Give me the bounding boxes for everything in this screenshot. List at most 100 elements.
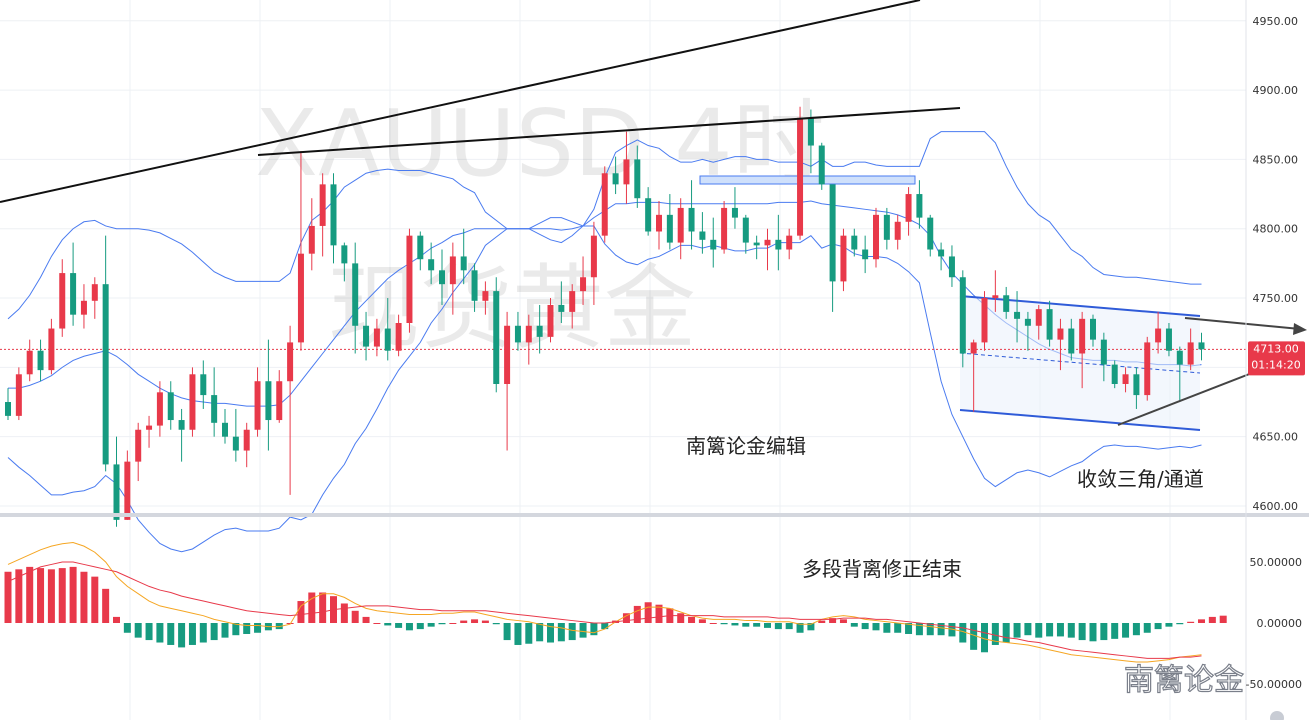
candle-body[interactable]	[710, 239, 717, 250]
candle-body[interactable]	[330, 184, 337, 246]
candle-body[interactable]	[764, 239, 771, 246]
candle-body[interactable]	[26, 350, 33, 375]
candle-body[interactable]	[634, 159, 641, 199]
candle-body[interactable]	[15, 374, 22, 416]
candle-body[interactable]	[1187, 342, 1194, 365]
candle-body[interactable]	[525, 325, 532, 343]
candle-body[interactable]	[1090, 318, 1096, 340]
candle-body[interactable]	[37, 350, 44, 371]
candle-body[interactable]	[70, 273, 77, 315]
candlestick-series[interactable]	[5, 106, 1205, 527]
channel-upper-line[interactable]	[959, 295, 1201, 317]
candle-body[interactable]	[91, 284, 98, 301]
candle-body[interactable]	[1165, 328, 1172, 351]
candle-body[interactable]	[297, 253, 304, 343]
candle-body[interactable]	[1111, 364, 1118, 384]
candle-body[interactable]	[200, 374, 207, 396]
macd-indicator[interactable]	[4, 541, 1227, 663]
candle-body[interactable]	[1198, 342, 1205, 350]
candle-body[interactable]	[1035, 309, 1042, 326]
candle-body[interactable]	[797, 117, 804, 236]
candle-body[interactable]	[959, 277, 966, 354]
candle-body[interactable]	[222, 422, 228, 437]
candle-body[interactable]	[601, 173, 608, 236]
channel-lower-line[interactable]	[959, 409, 1201, 431]
candle-body[interactable]	[59, 273, 66, 329]
candle-body[interactable]	[276, 381, 283, 421]
candle-body[interactable]	[319, 184, 326, 226]
candle-body[interactable]	[232, 436, 239, 451]
candle-body[interactable]	[688, 207, 695, 232]
candle-body[interactable]	[384, 328, 391, 351]
long-trendline[interactable]	[0, 0, 921, 203]
candle-body[interactable]	[352, 263, 359, 326]
candle-body[interactable]	[1144, 342, 1151, 396]
candle-body[interactable]	[471, 270, 478, 301]
candle-body[interactable]	[786, 235, 793, 250]
candle-body[interactable]	[308, 225, 315, 254]
candle-body[interactable]	[938, 249, 945, 257]
candle-body[interactable]	[417, 235, 424, 260]
candle-body[interactable]	[211, 395, 218, 423]
scroll-right-handle[interactable]	[1270, 711, 1284, 720]
candle-body[interactable]	[1024, 318, 1031, 326]
candle-body[interactable]	[482, 291, 489, 301]
candle-body[interactable]	[189, 374, 196, 430]
candle-body[interactable]	[124, 461, 131, 520]
candle-body[interactable]	[395, 322, 402, 351]
candle-body[interactable]	[873, 214, 879, 260]
candle-body[interactable]	[1068, 328, 1075, 354]
candle-body[interactable]	[102, 284, 109, 465]
candle-body[interactable]	[580, 277, 587, 292]
candle-body[interactable]	[948, 256, 955, 278]
candle-body[interactable]	[851, 235, 858, 250]
candle-body[interactable]	[449, 256, 456, 285]
candle-body[interactable]	[1046, 309, 1053, 340]
candle-body[interactable]	[254, 381, 261, 430]
resistance-trendline[interactable]	[257, 107, 961, 156]
price-axis[interactable]: 4950.004900.004850.004800.004750.004700.…	[1253, 15, 1299, 513]
candle-body[interactable]	[883, 214, 890, 240]
candle-body[interactable]	[363, 325, 370, 347]
candle-body[interactable]	[569, 291, 576, 312]
candle-body[interactable]	[439, 270, 445, 285]
candle-body[interactable]	[818, 145, 825, 185]
candle-body[interactable]	[753, 242, 760, 246]
candle-body[interactable]	[1057, 328, 1064, 340]
candle-body[interactable]	[558, 304, 565, 312]
candle-body[interactable]	[1003, 295, 1010, 312]
candle-body[interactable]	[970, 342, 977, 354]
candle-body[interactable]	[80, 300, 87, 315]
candle-body[interactable]	[742, 217, 749, 243]
candle-body[interactable]	[146, 425, 153, 430]
candle-body[interactable]	[48, 328, 55, 371]
candle-body[interactable]	[1122, 374, 1129, 384]
candle-body[interactable]	[493, 291, 500, 384]
candle-body[interactable]	[645, 198, 652, 232]
macd-axis[interactable]: 50.00000 0.00000 -50.00000	[1246, 556, 1302, 691]
candle-body[interactable]	[428, 259, 435, 271]
candle-body[interactable]	[981, 298, 988, 343]
candle-body[interactable]	[5, 402, 11, 416]
candle-body[interactable]	[840, 235, 847, 282]
candle-body[interactable]	[775, 239, 782, 250]
candle-body[interactable]	[341, 245, 348, 264]
candle-body[interactable]	[1155, 328, 1162, 343]
candle-body[interactable]	[656, 214, 662, 232]
channel-drawing[interactable]	[0, 175, 1246, 431]
candle-body[interactable]	[731, 207, 738, 218]
candle-body[interactable]	[992, 295, 999, 299]
candle-body[interactable]	[514, 325, 521, 343]
candle-body[interactable]	[536, 325, 543, 337]
candle-body[interactable]	[504, 325, 511, 384]
candle-body[interactable]	[862, 249, 869, 260]
candle-body[interactable]	[1133, 374, 1140, 396]
candle-body[interactable]	[135, 429, 142, 462]
candle-body[interactable]	[373, 328, 380, 347]
candle-body[interactable]	[167, 392, 174, 421]
lower-projection-arrow[interactable]	[1117, 365, 1271, 426]
candle-body[interactable]	[460, 256, 467, 271]
candle-body[interactable]	[666, 214, 673, 243]
candle-body[interactable]	[1176, 350, 1183, 365]
